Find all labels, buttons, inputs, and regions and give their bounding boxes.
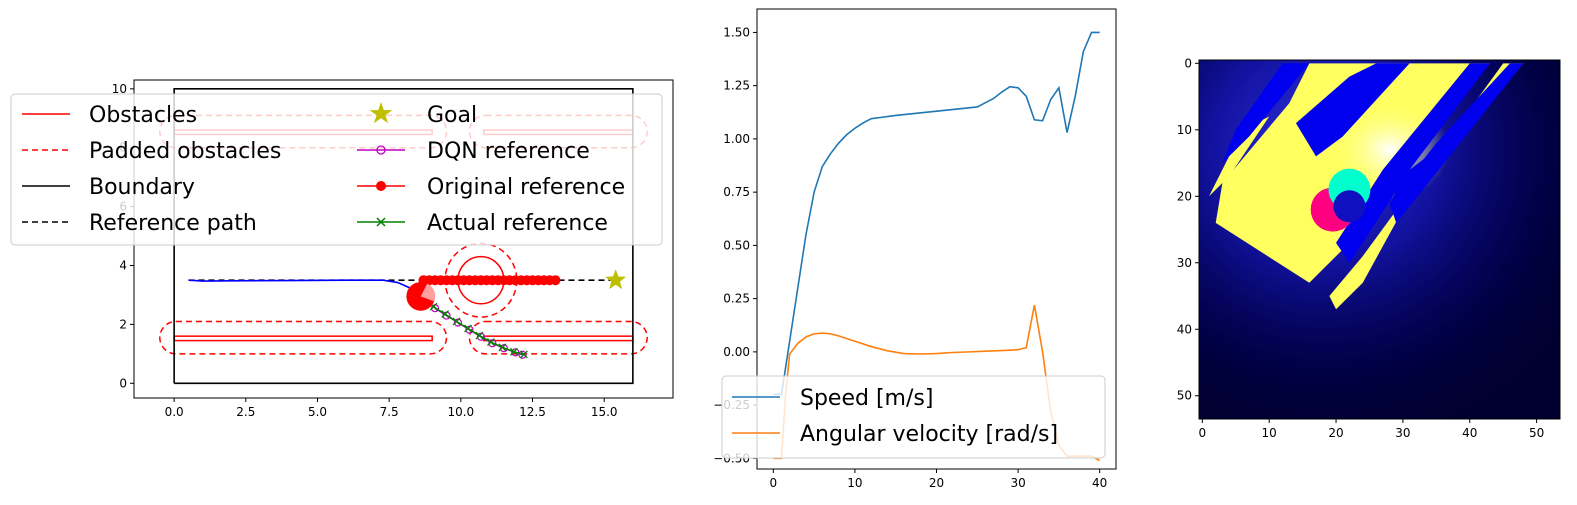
image-free-space-strip <box>1329 63 1524 310</box>
image-y-ticks: 0 10 20 30 40 50 <box>1177 56 1199 403</box>
map-x-ticks: 0.0 2.5 5.0 7.5 10.0 12.5 15.0 <box>165 398 618 419</box>
legend-label-speed: Speed [m/s] <box>800 386 933 411</box>
image-x-ticks: 0 10 20 30 40 50 <box>1199 419 1544 440</box>
ts-xtick-label: 30 <box>1010 476 1025 490</box>
legend-label-actual-reference: Actual reference <box>427 211 608 236</box>
img-ytick-label: 40 <box>1177 322 1192 336</box>
ts-ytick-label: 1.00 <box>723 132 750 146</box>
image-axes: 0 10 20 30 40 50 0 10 20 30 40 50 <box>1177 56 1561 440</box>
actual-reference-point <box>498 343 507 352</box>
legend-marker-dqn-reference <box>376 145 386 155</box>
padded-obstacle <box>159 320 448 355</box>
series-line-speed <box>773 31 1100 396</box>
img-xtick-label: 30 <box>1395 426 1410 440</box>
legend-label-reference-path: Reference path <box>89 211 257 236</box>
legend-label-padded-obstacles: Padded obstacles <box>89 139 281 164</box>
map-xtick-label: 12.5 <box>519 405 546 419</box>
legend-label-angular-velocity: Angular velocity [rad/s] <box>800 422 1058 447</box>
image-obstacle-band <box>1336 63 1490 263</box>
image-frame <box>1198 59 1561 420</box>
ts-ytick-label: 0.50 <box>723 238 750 252</box>
legend-label-goal: Goal <box>427 103 477 128</box>
map-xtick-label: 15.0 <box>591 405 618 419</box>
timeseries-legend: Speed [m/s] Angular velocity [rad/s] <box>721 375 1106 459</box>
ts-ytick-label: 0.00 <box>723 345 750 359</box>
robot-heading <box>420 283 436 302</box>
map-ytick-label: 0 <box>119 376 127 390</box>
legend-label-dqn-reference: DQN reference <box>427 139 590 164</box>
image-free-space-edge <box>1209 116 1270 197</box>
img-ytick-label: 50 <box>1177 389 1192 403</box>
actual-reference-point <box>441 310 450 319</box>
img-ytick-label: 30 <box>1177 256 1192 270</box>
robot-trajectory <box>188 279 422 298</box>
map-xtick-label: 10.0 <box>447 405 474 419</box>
ts-xtick-label: 0 <box>769 476 777 490</box>
ts-xtick-label: 10 <box>847 476 862 490</box>
img-xtick-label: 20 <box>1328 426 1343 440</box>
original-reference-point <box>550 275 561 286</box>
image-plot-area <box>1199 60 1560 419</box>
map-legend: Obstacles Padded obstacles Boundary Refe… <box>10 93 663 246</box>
map-xtick-label: 7.5 <box>380 405 399 419</box>
img-ytick-label: 20 <box>1177 189 1192 203</box>
map-legend-box <box>10 93 663 246</box>
map-xtick-label: 2.5 <box>236 405 255 419</box>
timeseries-x-ticks: 0 10 20 30 40 <box>769 469 1107 490</box>
legend-label-obstacles: Obstacles <box>89 103 197 128</box>
actual-reference-point <box>452 317 461 326</box>
image-obstacle-band <box>1295 63 1410 157</box>
legend-swatch-goal <box>369 102 393 124</box>
actual-reference-point <box>475 331 484 340</box>
legend-label-original-reference: Original reference <box>427 175 625 200</box>
dqn-reference-point <box>499 344 508 353</box>
actual-reference-point <box>509 347 518 356</box>
map-xtick-label: 0.0 <box>165 405 184 419</box>
map-ytick-label: 2 <box>119 317 127 331</box>
ts-ytick-label: 1.25 <box>723 79 750 93</box>
img-xtick-label: 50 <box>1529 426 1544 440</box>
padded-obstacle <box>468 320 648 355</box>
goal-marker <box>605 269 627 290</box>
image-obstacle-band <box>1389 63 1524 223</box>
image-obstacle-band <box>1389 149 1437 210</box>
actual-reference-point <box>519 350 528 359</box>
ts-ytick-label: 1.50 <box>723 25 750 39</box>
actual-reference-point <box>486 338 495 347</box>
legend-marker-original-reference <box>376 181 386 191</box>
img-ytick-label: 0 <box>1184 56 1192 70</box>
ts-ytick-label: 0.25 <box>723 292 750 306</box>
map-ytick-label: 4 <box>119 259 127 273</box>
image-obstacle-band <box>1222 63 1310 164</box>
img-xtick-label: 40 <box>1462 426 1477 440</box>
dqn-reference-point <box>518 350 527 359</box>
image-robot-core <box>1333 190 1366 223</box>
legend-label-boundary: Boundary <box>89 175 195 200</box>
legend-marker-actual-reference <box>376 217 386 227</box>
img-xtick-label: 10 <box>1262 426 1277 440</box>
ts-xtick-label: 20 <box>929 476 944 490</box>
ts-ytick-label: 0.75 <box>723 185 750 199</box>
map-ytick-label: 10 <box>112 82 127 96</box>
img-xtick-label: 0 <box>1199 426 1207 440</box>
actual-reference-point <box>464 324 472 333</box>
ts-xtick-label: 40 <box>1092 476 1107 490</box>
img-ytick-label: 10 <box>1177 123 1192 137</box>
map-xtick-label: 5.0 <box>308 405 327 419</box>
timeseries-legend-box <box>721 375 1106 459</box>
